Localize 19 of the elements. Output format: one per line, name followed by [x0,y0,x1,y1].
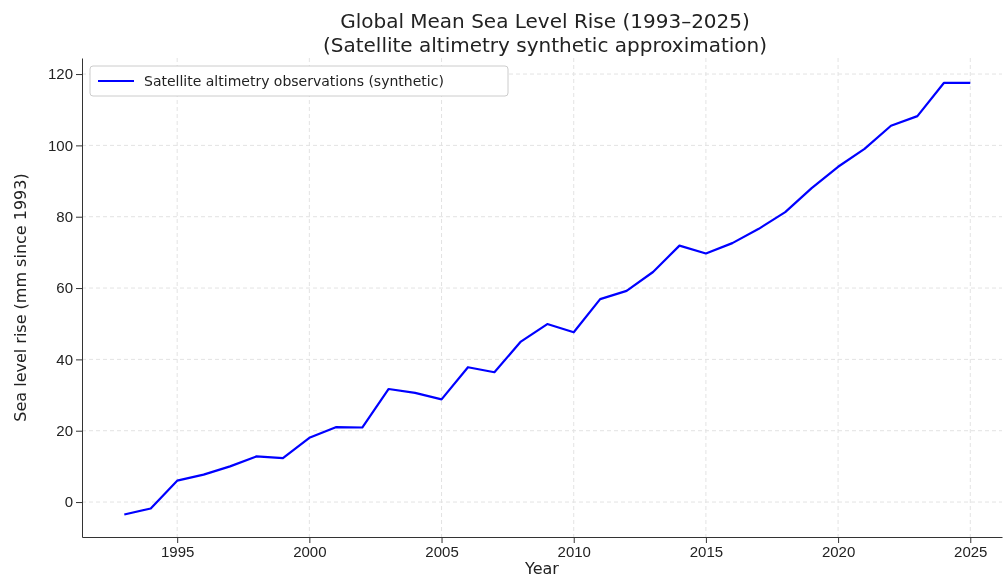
x-tick-label: 2015 [689,542,724,560]
x-tick-label: 1995 [160,542,195,560]
y-tick-label: 0 [64,493,73,511]
legend-label: Satellite altimetry observations (synthetic) [144,73,444,89]
x-tick-label: 2010 [557,542,591,560]
y-tick-label: 120 [47,65,73,83]
y-axis-title: Sea level rise (mm since 1993) [11,173,30,422]
y-tick-label: 80 [56,208,73,226]
chart-title: Global Mean Sea Level Rise (1993–2025) [340,9,750,33]
y-tick-label: 20 [56,422,73,440]
x-tick-label: 2005 [425,542,459,560]
y-tick-label: 100 [47,136,73,154]
x-tick-label: 2020 [821,542,856,560]
y-tick-label: 40 [56,350,73,368]
x-axis-title: Year [524,559,560,578]
y-tick-label: 60 [56,279,73,297]
x-tick-label: 2025 [954,542,988,560]
x-tick-label: 2000 [293,542,327,560]
chart-subtitle: (Satellite altimetry synthetic approximation) [322,33,768,57]
